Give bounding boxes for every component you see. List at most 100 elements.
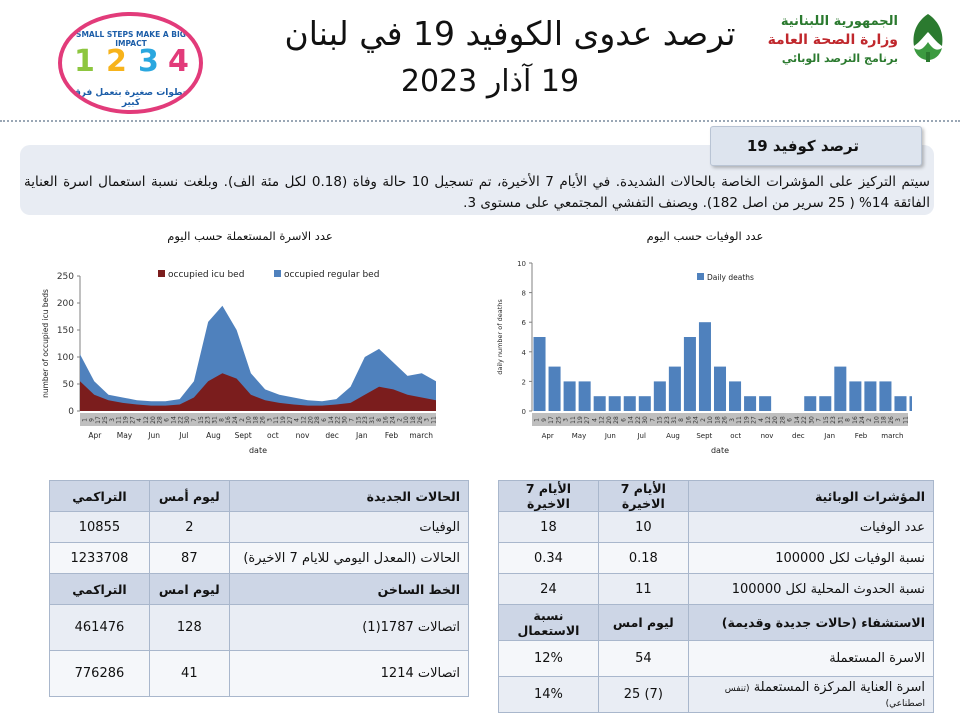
legend-swatch-regular (274, 270, 281, 277)
month-label: march (881, 432, 903, 440)
month-label: nov (296, 431, 310, 440)
death-bar (683, 337, 696, 411)
row-value-2: 12% (498, 640, 599, 677)
month-label: Apr (542, 432, 554, 440)
row-label-text: اسرة العناية المركزة المستعملة (753, 679, 925, 695)
ministry-name: وزارة الصحة العامة (767, 32, 898, 48)
y-axis-label: daily number of deaths (496, 299, 504, 375)
campaign-slogan-en: SMALL STEPS MAKE A BIG IMPACT (76, 30, 186, 48)
row-label: الاسرة المستعملة (687, 640, 935, 677)
date-tick-label: 6 (321, 418, 328, 422)
date-tick-label: 16 (383, 416, 390, 424)
new-cases-table: الحالات الجديدة ليوم أمس التراكمي الوفيا… (49, 480, 470, 697)
date-tick-label: 27 (584, 416, 591, 424)
legend-label-deaths: Daily deaths (707, 273, 754, 282)
death-bar (729, 381, 742, 411)
indicators-table: المؤشرات الوبائية الأيام 7 الاخيرة الأيا… (498, 480, 935, 713)
month-label: Jul (636, 432, 646, 440)
date-tick-label: 2 (866, 418, 873, 422)
header-prev7: الأيام 7 الاخيرة (498, 480, 599, 512)
row-value-2: 18 (498, 511, 599, 543)
date-tick-label: 3 (424, 418, 431, 422)
date-tick-label: 10 (246, 416, 253, 424)
date-tick-label: 11 (431, 416, 438, 424)
legend-swatch-deaths (697, 273, 704, 280)
header-cumulative: التراكمي (49, 480, 150, 512)
date-tick-label: 6 (787, 418, 794, 422)
date-tick-label: 18 (881, 416, 888, 424)
y-tick-label: 8 (522, 290, 526, 298)
date-tick-label: 30 (642, 416, 649, 424)
header-label: المؤشرات الوبائية (687, 480, 935, 512)
date-tick-label: 25 (102, 416, 109, 424)
death-bar (593, 396, 606, 411)
indicators-header: المؤشرات الوبائية الأيام 7 الاخيرة الأيا… (498, 480, 935, 512)
date-tick-label: 15 (657, 416, 664, 424)
row-label-note: (تنفس اصطناعي) (724, 683, 925, 709)
month-label: Jan (823, 432, 835, 440)
table-row: اتصالات 1214 41 776286 (49, 650, 470, 697)
date-tick-label: 1 (81, 418, 88, 422)
row-value-1: 0.18 (597, 542, 689, 574)
month-label: oct (267, 431, 279, 440)
month-label: oct (730, 432, 741, 440)
death-bar (819, 396, 832, 411)
page-title: ترصد عدوى الكوفيد 19 في لبنان (284, 14, 736, 53)
summary-tab-label: ترصد كوفيد 19 (746, 137, 859, 155)
date-tick-label: 3 (895, 418, 902, 422)
date-tick-label: 8 (376, 418, 383, 422)
row-label: الوفيات (228, 511, 470, 543)
deaths-chart-title: عدد الوفيات حسب اليوم (646, 229, 764, 243)
date-tick-label: 8 (218, 418, 225, 422)
death-bar (849, 381, 862, 411)
y-tick-label: 2 (522, 378, 526, 386)
y-tick-label: 100 (57, 353, 74, 363)
row-label: الحالات (المعدل اليومي للايام 7 الاخيرة) (228, 542, 470, 574)
table-row: اسرة العناية المركزة المستعملة (تنفس اصط… (498, 676, 935, 713)
date-tick-label: 11 (902, 416, 909, 424)
date-tick-label: 4 (758, 418, 765, 422)
table-row: اتصالات 1787(1) 128 461476 (49, 604, 470, 651)
y-tick-label: 10 (517, 260, 526, 268)
death-bar (623, 396, 636, 411)
header-yesterday: ليوم امس (597, 604, 689, 641)
date-tick-label: 8 (845, 418, 852, 422)
date-tick-label: 12 (765, 416, 772, 424)
date-tick-label: 19 (577, 416, 584, 424)
date-tick-label: 9 (541, 418, 548, 422)
date-tick-label: 24 (232, 416, 239, 424)
date-tick-label: 12 (301, 416, 308, 424)
y-tick-label: 250 (57, 272, 74, 282)
date-tick-label: 18 (410, 416, 417, 424)
death-bar (548, 366, 561, 411)
month-label: Jun (604, 432, 616, 440)
date-tick-label: 10 (873, 416, 880, 424)
date-tick-label: 3 (109, 418, 116, 422)
y-tick-label: 150 (57, 326, 74, 336)
date-tick-label: 2 (700, 418, 707, 422)
death-bar (759, 396, 772, 411)
death-bar (909, 396, 912, 411)
date-tick-label: 28 (157, 416, 164, 424)
month-label: Jun (147, 431, 160, 440)
date-tick-label: 30 (808, 416, 815, 424)
date-tick-label: 28 (779, 416, 786, 424)
row-yesterday: 128 (148, 604, 230, 651)
month-label: Feb (385, 431, 399, 440)
month-label: May (117, 431, 133, 440)
campaign-logo: SMALL STEPS MAKE A BIG IMPACT 1 2 3 4 خط… (58, 12, 203, 114)
month-label: Jul (178, 431, 188, 440)
date-tick-label: 3 (266, 418, 273, 422)
table-row: عدد الوفيات 10 18 (498, 511, 935, 543)
y-axis-label: number of occupied icu beds (41, 289, 50, 398)
date-tick-label: 16 (685, 416, 692, 424)
hotline-header: الخط الساخن ليوم امس التراكمي (49, 573, 470, 605)
month-label: dec (792, 432, 805, 440)
date-tick-label: 15 (198, 416, 205, 424)
date-tick-label: 23 (830, 416, 837, 424)
date-tick-label: 28 (613, 416, 620, 424)
y-tick-label: 200 (57, 299, 74, 309)
date-tick-label: 11 (116, 416, 123, 424)
ministry-logo: الجمهورية اللبنانية وزارة الصحة العامة ب… (767, 10, 950, 70)
month-label: Apr (88, 431, 102, 440)
